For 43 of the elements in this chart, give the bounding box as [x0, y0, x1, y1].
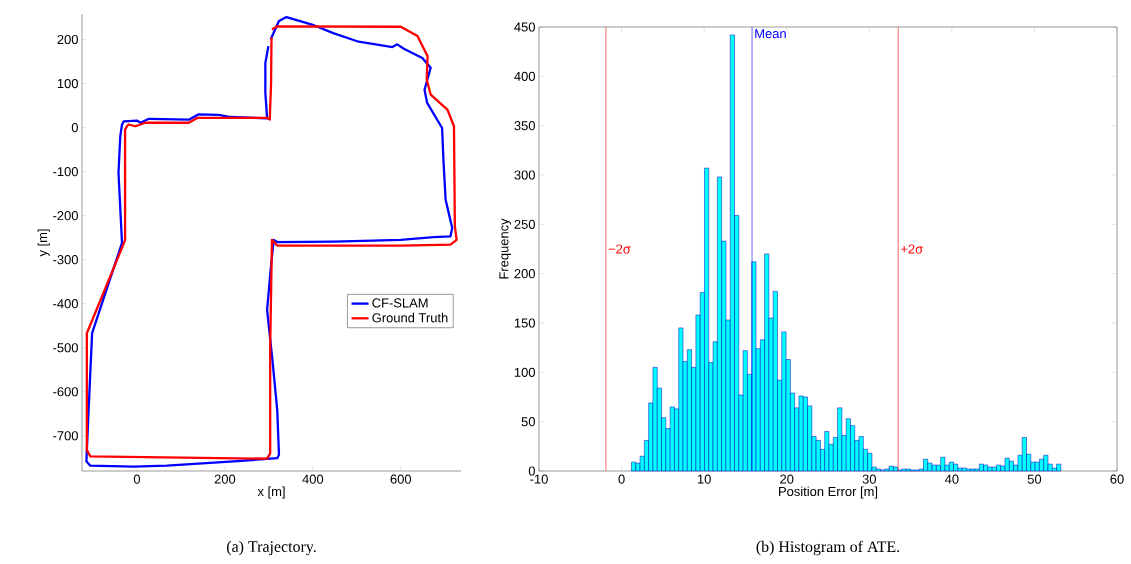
x-tick-label: 20 [780, 474, 794, 484]
x-tick-label: 10 [697, 474, 711, 484]
y-tick-label: -500 [53, 343, 78, 353]
y-tick-label: 0 [71, 122, 78, 133]
x-tick-label: 50 [1027, 474, 1042, 484]
x-tick-label: -10 [530, 474, 548, 484]
y-tick-label: -600 [53, 387, 78, 397]
ref-line-label: Mean [755, 29, 786, 39]
x-tick-label: 0 [618, 474, 625, 484]
x-axis-title: Position Error [m] [779, 486, 878, 499]
y-tick-label: 200 [514, 269, 535, 279]
y-tick-label: -300 [53, 255, 78, 265]
x-tick-label: 600 [390, 474, 412, 484]
ref-line-label: +2σ [901, 244, 923, 254]
y-tick-label: 450 [514, 22, 535, 32]
y-axis-title: Frequency [499, 218, 512, 279]
y-tick-label: -700 [53, 431, 78, 441]
x-axis-title: x [m] [257, 486, 285, 499]
y-tick-label: 250 [514, 219, 535, 229]
y-tick-label: 400 [514, 71, 535, 81]
y-axis-title: y [m] [37, 229, 50, 257]
y-tick-label: 50 [521, 417, 535, 427]
text: (b) Histogram of ATE. [756, 540, 900, 556]
legend-label: Ground Truth [372, 312, 448, 323]
y-tick-label: 200 [57, 34, 78, 45]
x-tick-label: 400 [302, 474, 324, 484]
y-tick-label: 100 [514, 367, 535, 377]
x-tick-label: 30 [862, 474, 876, 484]
text: (a) Trajectory. [226, 540, 316, 556]
legend-label: CF-SLAM [372, 298, 428, 308]
y-tick-label: 100 [57, 78, 78, 89]
y-tick-label: -200 [53, 211, 78, 221]
y-tick-label: 0 [528, 466, 535, 476]
x-tick-label: 40 [944, 474, 959, 484]
y-tick-label: -400 [53, 299, 78, 309]
x-tick-label: 60 [1110, 474, 1124, 484]
ref-line-label: −2σ [608, 244, 631, 254]
y-tick-label: 350 [514, 121, 535, 131]
y-tick-label: 300 [514, 170, 535, 180]
x-tick-label: 200 [214, 474, 236, 484]
y-tick-label: -100 [53, 167, 78, 177]
x-tick-label: 0 [133, 474, 141, 484]
y-tick-label: 150 [514, 318, 535, 328]
